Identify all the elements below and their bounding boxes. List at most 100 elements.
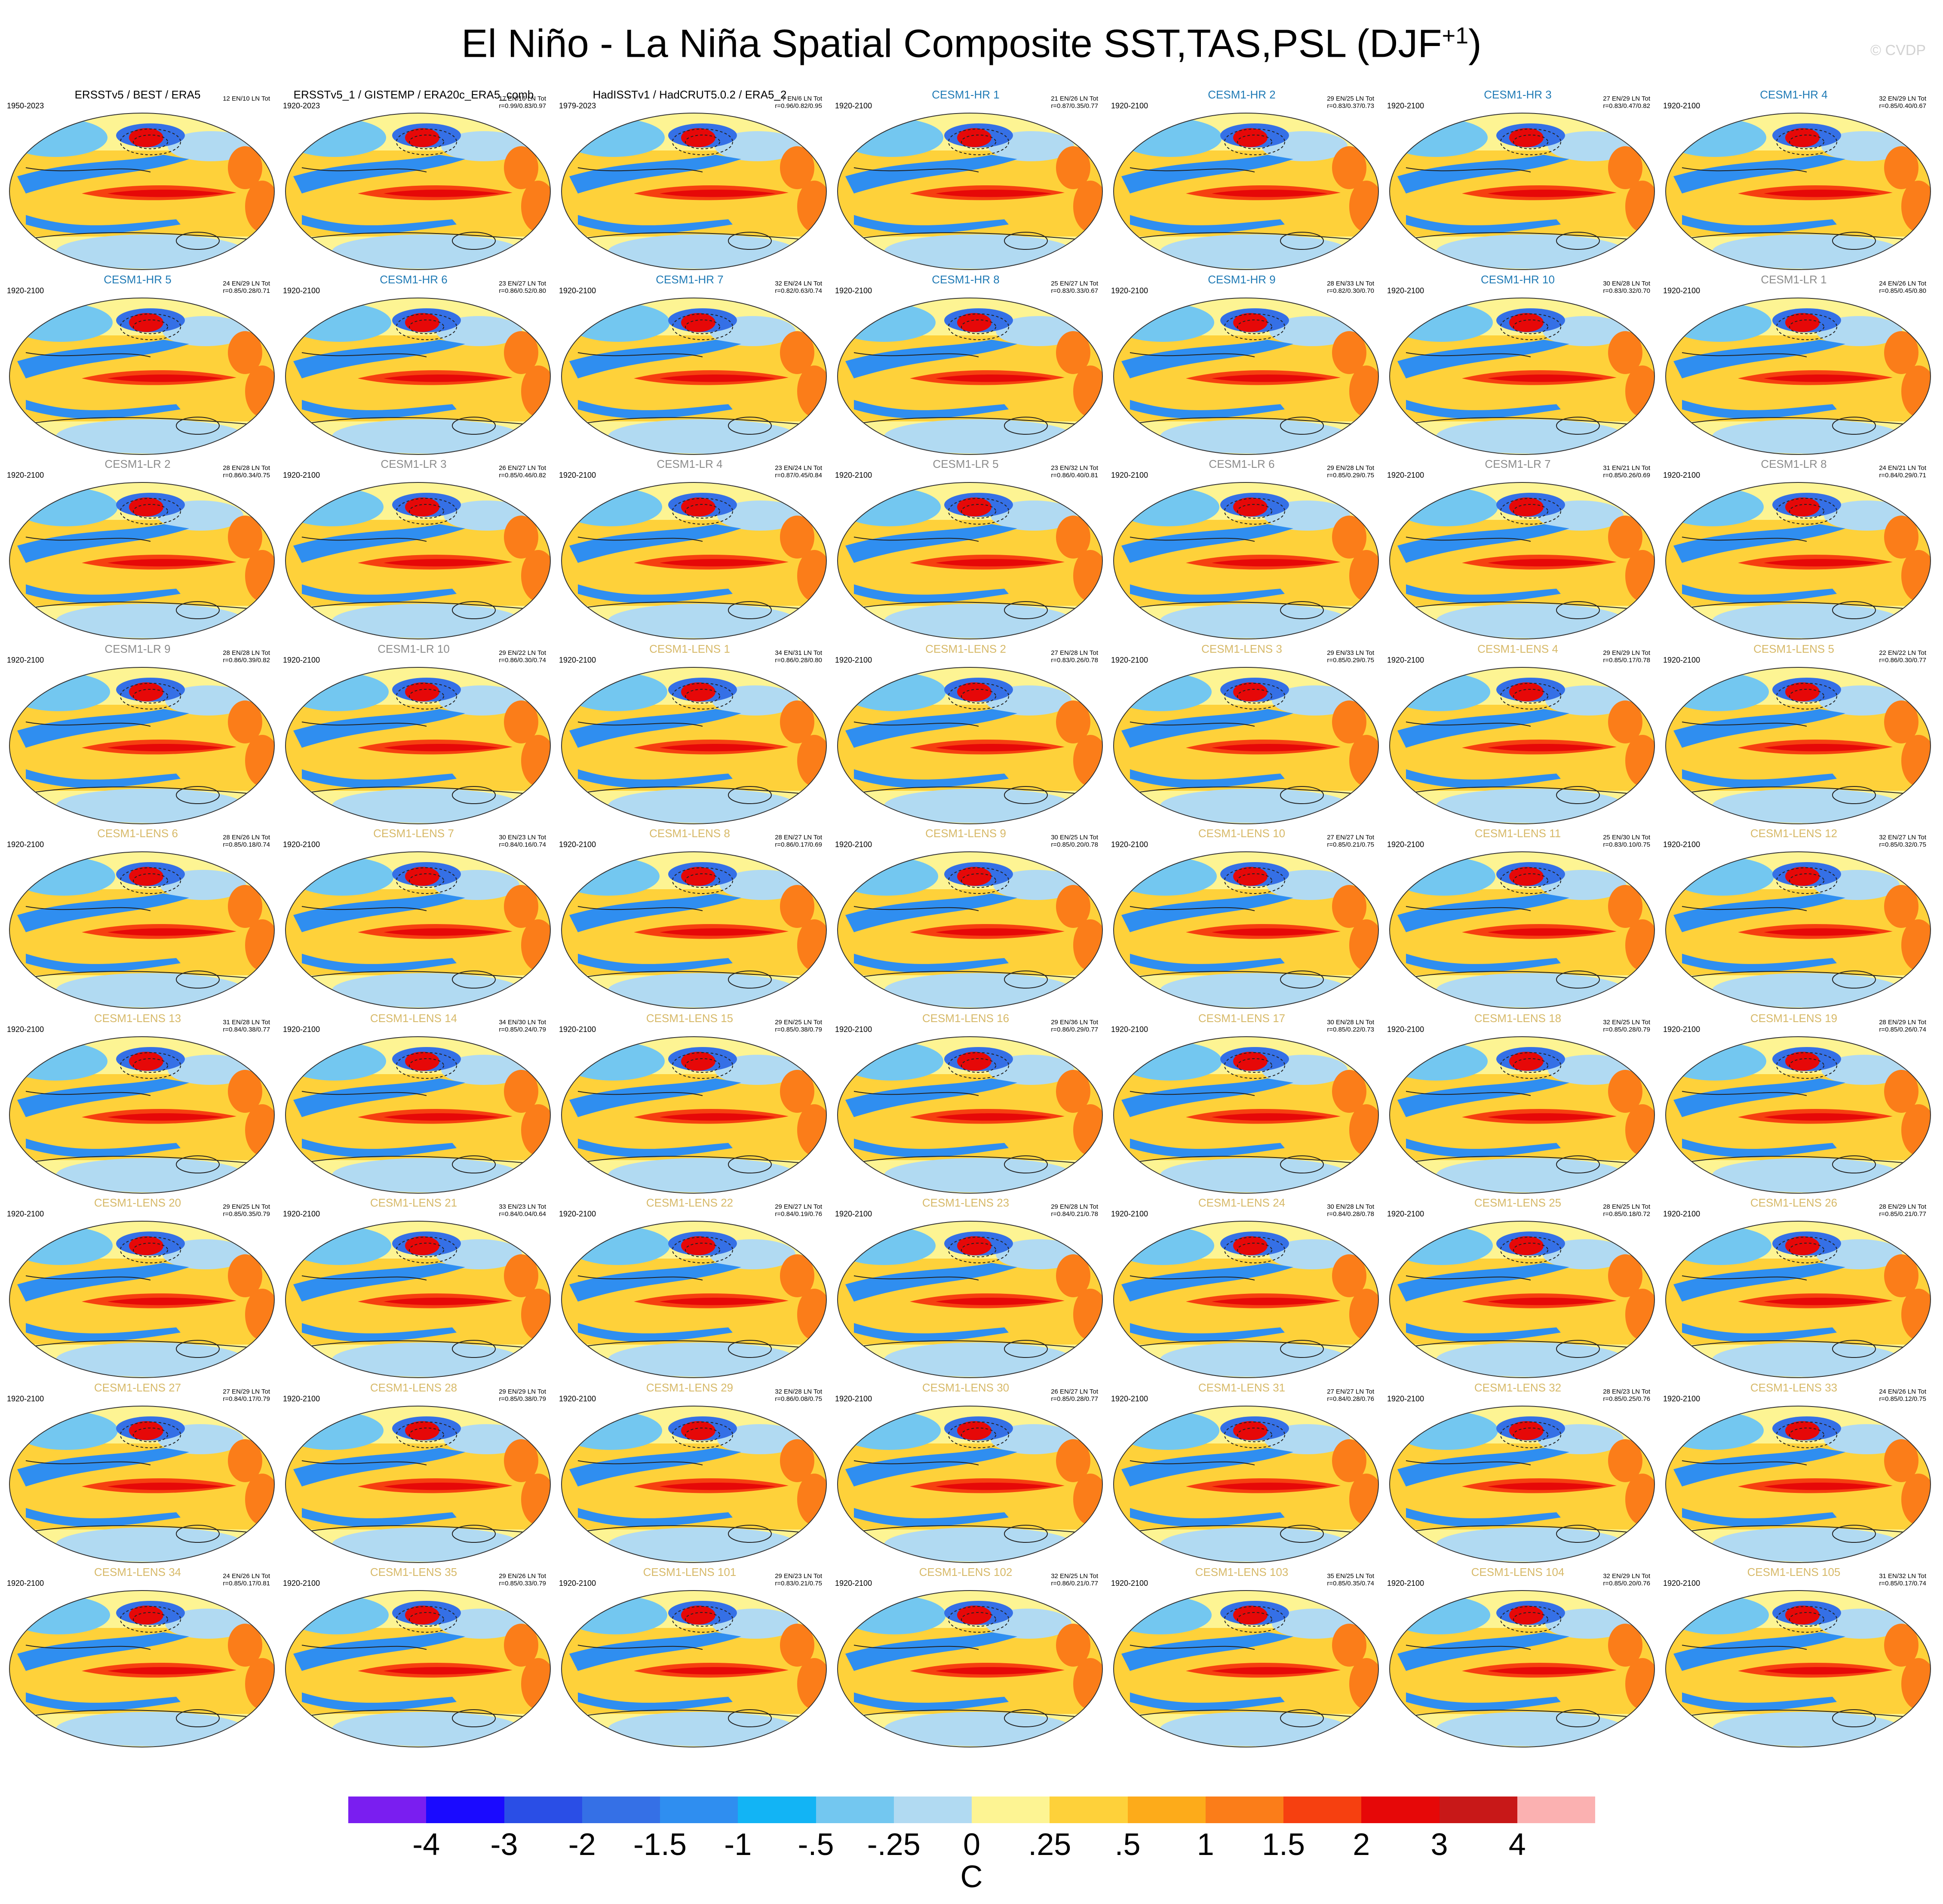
map-panel: CESM1-LENS 1 1920-2100 34 EN/31 LN Tot r=0.…	[552, 642, 827, 825]
colorbar-tick-label: -1.5	[633, 1827, 687, 1862]
panel-event-count: 28 EN/29 LN Tot	[1879, 1203, 1926, 1210]
panel-stats: 31 EN/32 LN Tot r=0.85/0.17/0.74	[1879, 1572, 1926, 1587]
map-ellipse	[561, 482, 827, 639]
map-panel: CESM1-HR 4 1920-2100 32 EN/29 LN Tot r=0.85…	[1656, 88, 1931, 271]
panel-stats: 32 EN/29 LN Tot r=0.85/0.40/0.67	[1879, 95, 1926, 110]
panel-period: 1920-2100	[1663, 101, 1701, 110]
panel-stats: 26 EN/27 LN Tot r=0.85/0.28/0.77	[1051, 1388, 1098, 1403]
panel-pattern-correlation: r=0.85/0.32/0.75	[1879, 841, 1926, 848]
map-panel: CESM1-LENS 32 1920-2100 28 EN/23 LN Tot r=0…	[1380, 1381, 1655, 1564]
map-ellipse	[9, 113, 275, 270]
panel-period: 1920-2100	[7, 1210, 44, 1218]
panel-period: 1920-2100	[1111, 101, 1148, 110]
panel-title: CESM1-LENS 9	[925, 827, 1006, 840]
map-panel: CESM1-LENS 35 1920-2100 29 EN/26 LN Tot r=0…	[276, 1566, 551, 1748]
panel-pattern-correlation: r=0.86/0.21/0.77	[1051, 1580, 1098, 1587]
panel-event-count: 31 EN/28 LN Tot	[223, 1018, 270, 1026]
map-ellipse	[9, 1036, 275, 1194]
map-panel: CESM1-LENS 6 1920-2100 28 EN/26 LN Tot r=0.…	[0, 827, 275, 1010]
map-panel: CESM1-HR 10 1920-2100 30 EN/28 LN Tot r=0.8…	[1380, 273, 1655, 456]
panel-event-count: 32 EN/24 LN Tot	[775, 279, 822, 287]
panel-event-count: 29 EN/25 LN Tot	[223, 1203, 270, 1210]
map-ellipse	[285, 1221, 551, 1378]
panel-period: 1920-2100	[559, 471, 596, 479]
panel-pattern-correlation: r=0.85/0.40/0.67	[1879, 102, 1926, 110]
panel-pattern-correlation: r=0.83/0.21/0.75	[775, 1580, 822, 1587]
panel-title: CESM1-LENS 28	[370, 1381, 457, 1394]
panel-title: CESM1-LENS 32	[1474, 1381, 1562, 1394]
panel-period: 1920-2100	[1387, 286, 1424, 295]
panel-title: CESM1-LR 6	[1209, 458, 1275, 470]
colorbar-tick-label: -1	[724, 1827, 752, 1862]
panel-stats: 28 EN/25 LN Tot r=0.85/0.18/0.72	[1603, 1203, 1650, 1218]
map-panel: CESM1-HR 6 1920-2100 23 EN/27 LN Tot r=0.86…	[276, 273, 551, 456]
map-panel: CESM1-LENS 5 1920-2100 22 EN/22 LN Tot r=0.…	[1656, 642, 1931, 825]
map-ellipse	[837, 1590, 1103, 1747]
map-panel: CESM1-LENS 105 1920-2100 31 EN/32 LN Tot r=…	[1656, 1566, 1931, 1748]
map-ellipse	[9, 1590, 275, 1747]
panel-title: CESM1-LR 3	[381, 458, 447, 470]
panel-stats: 29 EN/26 LN Tot r=0.85/0.33/0.79	[499, 1572, 546, 1587]
panel-event-count: 27 EN/28 LN Tot	[1051, 649, 1098, 657]
panel-title: CESM1-HR 5	[104, 273, 172, 286]
panel-title: CESM1-LENS 25	[1474, 1196, 1562, 1209]
panel-title: CESM1-LENS 2	[925, 642, 1006, 655]
panel-event-count: 24 EN/26 LN Tot	[223, 1572, 270, 1580]
panel-event-count: 30 EN/28 LN Tot	[1603, 279, 1650, 287]
panel-pattern-correlation: r=0.85/0.12/0.75	[1879, 1395, 1926, 1403]
panel-event-count: 24 EN/26 LN Tot	[1879, 279, 1926, 287]
panel-period: 1920-2100	[1663, 1394, 1701, 1403]
map-ellipse	[1665, 297, 1931, 455]
map-panel: CESM1-LENS 26 1920-2100 28 EN/29 LN Tot r=0…	[1656, 1196, 1931, 1379]
map-ellipse	[9, 297, 275, 455]
map-ellipse	[561, 113, 827, 270]
panel-period: 1920-2100	[559, 286, 596, 295]
panel-event-count: 23 EN/32 LN Tot	[1051, 464, 1098, 472]
colorbar-swatch	[348, 1797, 427, 1823]
panel-title: CESM1-HR 10	[1481, 273, 1555, 286]
map-ellipse	[1389, 666, 1655, 824]
panel-period: 1920-2100	[559, 840, 596, 849]
panel-stats: 31 EN/21 LN Tot r=0.85/0.26/0.69	[1603, 464, 1650, 479]
panel-event-count: 28 EN/28 LN Tot	[223, 649, 270, 657]
map-ellipse	[1389, 1036, 1655, 1194]
map-panel: CESM1-LENS 31 1920-2100 27 EN/27 LN Tot r=0…	[1104, 1381, 1379, 1564]
panel-stats: 30 EN/23 LN Tot r=0.84/0.16/0.74	[499, 834, 546, 848]
panel-period: 1920-2100	[1387, 655, 1424, 664]
panel-period: 1920-2100	[835, 286, 872, 295]
panel-stats: 32 EN/27 LN Tot r=0.85/0.32/0.75	[1879, 834, 1926, 848]
panel-pattern-correlation: r=0.85/0.35/0.79	[223, 1210, 270, 1218]
panel-period: 1920-2100	[1663, 1579, 1701, 1588]
map-panel: CESM1-LR 9 1920-2100 28 EN/28 LN Tot r=0.86…	[0, 642, 275, 825]
panel-stats: 23 EN/32 LN Tot r=0.86/0.40/0.81	[1051, 464, 1098, 479]
panel-title: CESM1-LR 4	[657, 458, 723, 470]
map-panel: CESM1-LENS 2 1920-2100 27 EN/28 LN Tot r=0.…	[828, 642, 1103, 825]
panel-pattern-correlation: r=0.85/0.28/0.71	[223, 287, 270, 295]
colorbar-swatch	[1361, 1797, 1440, 1823]
panel-event-count: 29 EN/27 LN Tot	[775, 1203, 822, 1210]
panel-stats: 32 EN/25 LN Tot r=0.86/0.21/0.77	[1051, 1572, 1098, 1587]
panel-stats: 28 EN/23 LN Tot r=0.85/0.25/0.76	[1603, 1388, 1650, 1403]
colorbar-swatch	[738, 1797, 816, 1823]
panel-event-count: 34 EN/30 LN Tot	[499, 1018, 546, 1026]
panel-title: CESM1-LENS 20	[94, 1196, 181, 1209]
panel-event-count: 27 EN/27 LN Tot	[1327, 834, 1374, 841]
map-panel: CESM1-LENS 13 1920-2100 31 EN/28 LN Tot r=0…	[0, 1012, 275, 1195]
map-panel: CESM1-LR 10 1920-2100 29 EN/22 LN Tot r=0.8…	[276, 642, 551, 825]
map-panel: CESM1-LENS 12 1920-2100 32 EN/27 LN Tot r=0…	[1656, 827, 1931, 1010]
panel-stats: 30 EN/28 LN Tot r=0.83/0.32/0.70	[1603, 280, 1650, 295]
figure-title: El Niño - La Niña Spatial Composite SST,…	[0, 12, 1943, 68]
panel-period: 1920-2100	[559, 1025, 596, 1034]
panel-title: CESM1-LENS 27	[94, 1381, 181, 1394]
map-ellipse	[1665, 482, 1931, 639]
panel-event-count: 17 EN/16 LN Tot	[499, 95, 546, 102]
map-panel: CESM1-LENS 24 1920-2100 30 EN/28 LN Tot r=0…	[1104, 1196, 1379, 1379]
panel-pattern-correlation: r=0.85/0.38/0.79	[499, 1395, 546, 1403]
panel-stats: 24 EN/26 LN Tot r=0.85/0.12/0.75	[1879, 1388, 1926, 1403]
panel-stats: 29 EN/22 LN Tot r=0.86/0.30/0.74	[499, 649, 546, 664]
map-ellipse	[285, 1036, 551, 1194]
panel-title: CESM1-LENS 33	[1750, 1381, 1838, 1394]
panel-stats: 28 EN/28 LN Tot r=0.86/0.39/0.82	[223, 649, 270, 664]
panel-period: 1920-2100	[283, 1210, 320, 1218]
panel-stats: 32 EN/24 LN Tot r=0.82/0.63/0.74	[775, 280, 822, 295]
